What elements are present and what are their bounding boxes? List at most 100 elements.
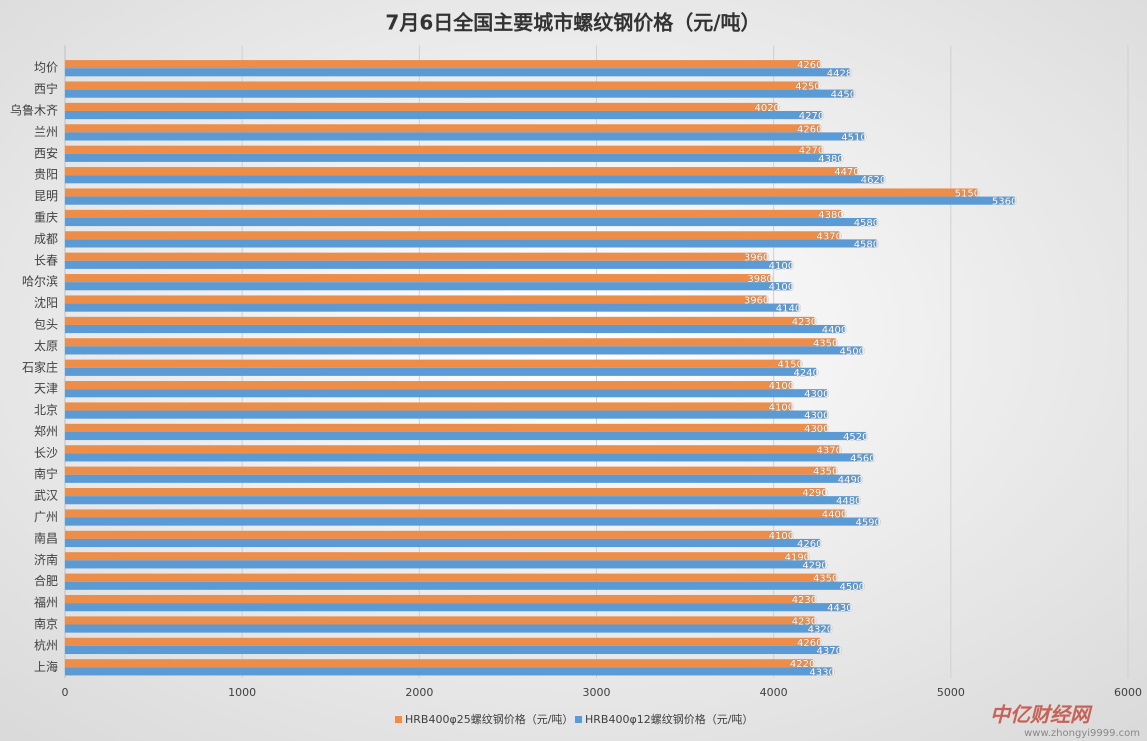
y-tick-label: 均价 xyxy=(34,61,58,75)
data-label: 4270 xyxy=(799,111,824,122)
bar xyxy=(65,295,767,304)
bar xyxy=(65,667,833,676)
x-tick-label: 6000 xyxy=(1114,686,1142,699)
data-label: 4350 xyxy=(813,467,838,478)
bar xyxy=(65,453,873,462)
bar xyxy=(65,402,792,411)
legend-label: HRB400φ12螺纹钢价格（元/吨） xyxy=(585,712,753,726)
bar xyxy=(65,324,845,334)
bar xyxy=(65,231,840,240)
data-label: 4300 xyxy=(804,411,829,422)
y-tick-label: 南京 xyxy=(34,616,58,631)
data-label: 4470 xyxy=(834,167,859,178)
data-label: 4230 xyxy=(792,595,817,606)
x-tick-label: 0 xyxy=(62,686,69,699)
bar xyxy=(65,102,778,111)
data-label: 4260 xyxy=(797,638,822,649)
data-label: 4510 xyxy=(841,132,866,143)
data-label: 4300 xyxy=(804,424,829,435)
y-tick-label: 合肥 xyxy=(34,573,58,588)
data-label: 4350 xyxy=(813,574,838,585)
data-label: 4580 xyxy=(854,239,879,250)
bar xyxy=(65,509,845,518)
bar xyxy=(65,188,978,197)
bar xyxy=(65,60,820,69)
bar xyxy=(65,124,820,133)
data-label: 4500 xyxy=(840,582,865,593)
y-tick-label: 广州 xyxy=(34,510,58,524)
y-tick-label: 哈尔滨 xyxy=(22,274,58,289)
bar xyxy=(65,110,822,120)
data-label: 3960 xyxy=(744,253,769,264)
data-label: 4270 xyxy=(799,146,824,157)
y-tick-label: 贵阳 xyxy=(34,168,58,182)
bar xyxy=(65,624,831,633)
y-tick-label: 重庆 xyxy=(34,210,58,224)
data-label: 4100 xyxy=(769,261,794,272)
data-label: 4230 xyxy=(792,317,817,328)
bar xyxy=(65,573,836,582)
data-label: 4260 xyxy=(797,539,822,550)
y-tick-label: 西安 xyxy=(34,145,58,160)
bar xyxy=(65,316,815,325)
y-tick-label: 福州 xyxy=(34,595,58,610)
bar xyxy=(65,145,822,154)
data-label: 4500 xyxy=(840,346,865,357)
y-tick-label: 天津 xyxy=(34,382,58,396)
bar xyxy=(65,637,820,646)
watermark-logo: 中亿财经网 xyxy=(990,703,1093,727)
y-tick-label: 长沙 xyxy=(34,446,58,460)
data-label: 4370 xyxy=(816,646,841,657)
data-label: 4290 xyxy=(802,488,827,499)
data-label: 4100 xyxy=(769,381,794,392)
data-label: 4330 xyxy=(809,667,834,678)
bar xyxy=(65,217,877,227)
bar xyxy=(65,175,884,184)
data-label: 4290 xyxy=(802,560,827,571)
watermark-url: www.zhongyi9999.com xyxy=(1024,728,1140,739)
data-label: 4560 xyxy=(850,453,875,464)
data-label: 3980 xyxy=(747,274,772,285)
bar xyxy=(65,594,815,604)
bar xyxy=(65,346,863,355)
y-tick-label: 包头 xyxy=(34,317,58,331)
data-label: 4480 xyxy=(836,496,861,507)
bar xyxy=(65,359,801,368)
data-label: 4260 xyxy=(797,124,822,135)
data-label: 4430 xyxy=(827,603,852,614)
bar xyxy=(65,410,827,419)
y-tick-label: 成都 xyxy=(34,232,58,246)
bar xyxy=(65,603,850,612)
bar xyxy=(65,487,826,497)
data-label: 4250 xyxy=(795,82,820,93)
data-label: 4400 xyxy=(822,509,847,520)
chart-title: 7月6日全国主要城市螺纹钢价格（元/吨） xyxy=(385,11,760,35)
bar xyxy=(65,616,815,625)
legend-swatch xyxy=(575,716,582,723)
y-tick-label: 北京 xyxy=(34,403,58,417)
bar xyxy=(65,560,826,569)
y-tick-label: 南昌 xyxy=(34,530,58,545)
bar xyxy=(65,367,817,376)
data-label: 4300 xyxy=(804,389,829,400)
x-tick-label: 1000 xyxy=(228,686,256,699)
bar xyxy=(65,68,850,77)
data-label: 4520 xyxy=(843,432,868,443)
bar xyxy=(65,89,854,98)
bar xyxy=(65,209,841,218)
data-label: 4490 xyxy=(838,475,863,486)
bar xyxy=(65,552,808,561)
data-label: 4240 xyxy=(793,368,818,379)
data-label: 4230 xyxy=(792,616,817,627)
bar xyxy=(65,517,879,526)
data-label: 4590 xyxy=(855,518,880,529)
data-label: 4620 xyxy=(861,175,886,186)
y-tick-label: 上海 xyxy=(34,659,58,674)
data-label: 4220 xyxy=(790,659,815,670)
bar xyxy=(65,260,792,269)
bar xyxy=(65,196,1015,205)
bar xyxy=(65,423,827,432)
data-label: 4380 xyxy=(818,154,843,165)
data-label: 4100 xyxy=(769,402,794,413)
y-tick-label: 西宁 xyxy=(34,81,58,96)
